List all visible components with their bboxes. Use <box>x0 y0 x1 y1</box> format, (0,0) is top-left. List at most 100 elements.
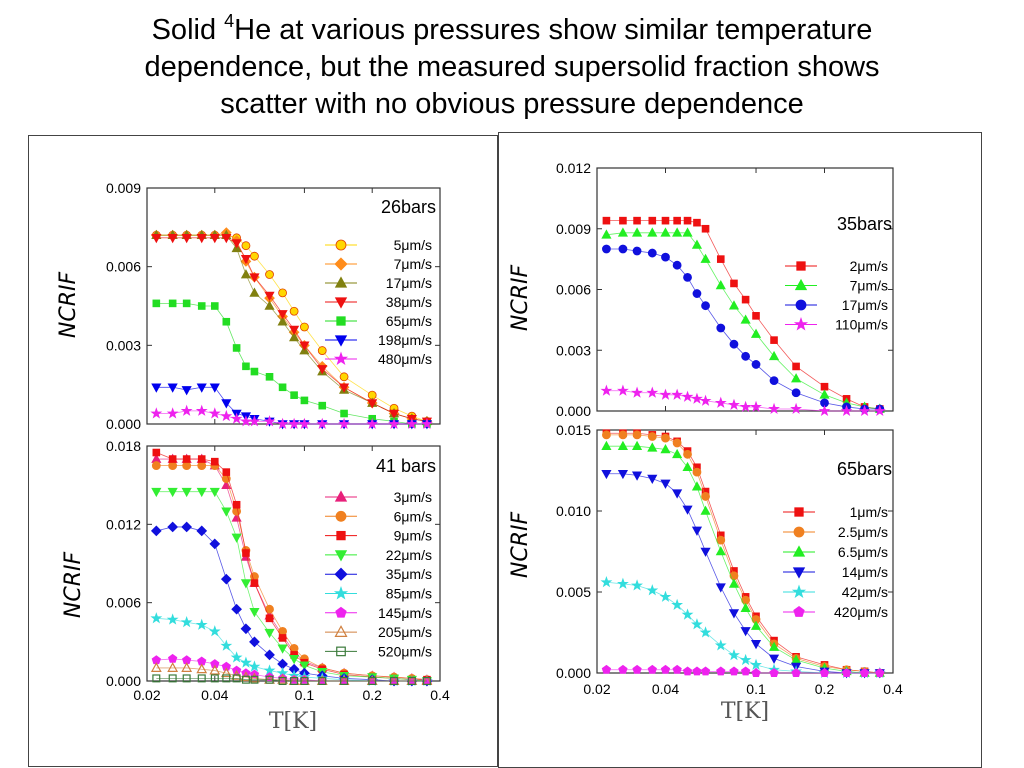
data-point-marker <box>182 674 191 683</box>
legend-label: 205μm/s <box>378 624 432 640</box>
data-point-marker <box>277 310 288 320</box>
data-point-marker <box>196 663 208 674</box>
data-point-marker <box>659 388 672 400</box>
data-point-marker <box>196 525 208 537</box>
y-tick-label: 0.009 <box>556 221 591 237</box>
legend-label: 7μm/s <box>394 256 432 272</box>
series-3 <box>600 384 886 417</box>
data-point-marker <box>166 407 179 419</box>
data-point-marker <box>298 417 311 430</box>
legend-label: 6.5μm/s <box>838 544 888 560</box>
data-point-marker <box>770 336 778 344</box>
data-point-marker <box>278 383 287 392</box>
data-point-marker <box>208 625 221 637</box>
data-point-marker <box>790 402 803 415</box>
data-point-marker <box>249 287 260 297</box>
data-point-marker <box>316 417 329 430</box>
data-point-marker <box>691 526 703 536</box>
data-point-marker <box>299 661 310 671</box>
data-point-marker <box>336 530 346 541</box>
data-point-marker <box>288 417 301 430</box>
data-point-marker <box>317 346 327 355</box>
data-point-marker <box>740 666 751 676</box>
data-point-marker <box>647 474 658 485</box>
legend-label: 1μm/s <box>850 504 888 520</box>
data-point-marker <box>601 469 612 480</box>
data-point-marker <box>728 578 740 588</box>
data-point-marker <box>209 487 220 498</box>
data-point-marker <box>196 487 207 498</box>
data-point-marker <box>340 676 349 685</box>
data-point-marker <box>289 325 300 336</box>
title-text: Solid <box>151 14 225 46</box>
data-point-marker <box>333 586 349 600</box>
data-point-marker <box>796 261 806 271</box>
data-point-marker <box>683 216 692 225</box>
data-point-marker <box>660 227 671 237</box>
data-point-marker <box>769 668 779 677</box>
data-point-marker <box>631 579 643 591</box>
x-tick-label: 0.02 <box>583 681 610 697</box>
title-text: He at various pressures show similar tem… <box>234 14 873 46</box>
legend-label: 520μm/s <box>378 643 432 659</box>
data-point-marker <box>750 400 762 412</box>
y-tick-label: 0.006 <box>556 282 591 298</box>
data-point-marker <box>647 664 657 674</box>
data-point-marker <box>151 383 162 393</box>
y-tick-label: 0.006 <box>106 595 141 611</box>
data-point-marker <box>334 297 348 309</box>
data-point-marker <box>368 676 377 685</box>
data-point-marker <box>289 332 300 342</box>
data-point-marker <box>601 440 612 451</box>
data-point-marker <box>318 401 327 410</box>
legend-label: 42μm/s <box>842 584 888 600</box>
data-point-marker <box>220 573 232 585</box>
data-point-marker <box>671 388 684 400</box>
data-point-marker <box>388 409 400 419</box>
data-point-marker <box>335 510 347 522</box>
data-point-marker <box>210 302 219 310</box>
data-point-marker <box>716 255 725 263</box>
data-point-marker <box>701 224 710 233</box>
data-point-marker <box>264 628 275 639</box>
data-point-marker <box>728 609 740 619</box>
data-point-marker <box>683 272 692 282</box>
data-point-marker <box>196 234 207 244</box>
data-point-marker <box>692 467 702 477</box>
data-point-marker <box>661 433 670 443</box>
data-point-marker <box>249 672 260 683</box>
legend-label: 14μm/s <box>842 564 888 580</box>
data-point-marker <box>232 344 241 352</box>
legend-label: 420μm/s <box>834 604 888 620</box>
data-point-marker <box>263 415 276 427</box>
data-point-marker <box>672 438 682 448</box>
series-3 <box>151 487 433 687</box>
y-axis-label: NCRIF <box>508 265 533 332</box>
data-point-marker <box>701 492 710 501</box>
data-point-marker <box>740 627 751 637</box>
data-point-marker <box>671 598 684 610</box>
data-point-marker <box>182 299 191 308</box>
data-point-marker <box>715 546 726 556</box>
data-point-marker <box>691 481 703 491</box>
data-point-marker <box>388 417 400 430</box>
y-axis-label: NCRIF <box>56 272 81 339</box>
data-point-marker <box>750 620 762 630</box>
x-tick-label: 0.02 <box>133 687 160 703</box>
data-point-marker <box>278 634 287 642</box>
series-0 <box>602 216 884 413</box>
chart-panel-2: 0.000 0.003 0.006 0.009 0.012 NCRIF 2μm/s 7μm/s… <box>508 160 894 419</box>
data-point-marker <box>714 639 727 651</box>
data-point-marker <box>672 448 683 459</box>
data-point-marker <box>180 616 193 628</box>
legend-label: 2μm/s <box>850 258 888 274</box>
y-tick-label: 0.010 <box>556 503 591 519</box>
data-point-marker <box>197 674 206 683</box>
data-point-marker <box>819 668 830 677</box>
data-point-marker <box>222 674 231 683</box>
data-point-marker <box>334 625 348 637</box>
data-point-marker <box>250 367 259 376</box>
legend-label: 9μm/s <box>394 528 432 544</box>
data-point-marker <box>741 295 750 304</box>
data-point-marker <box>335 239 347 251</box>
